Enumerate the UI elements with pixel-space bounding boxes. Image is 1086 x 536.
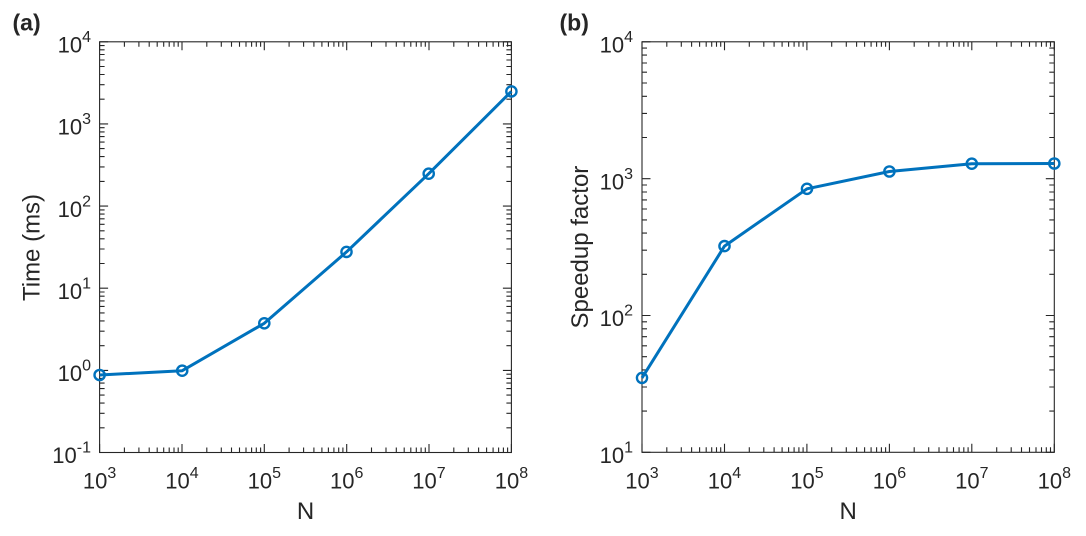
svg-text:(a): (a) bbox=[13, 10, 41, 36]
svg-text:N: N bbox=[840, 498, 857, 525]
svg-text:103: 103 bbox=[625, 465, 658, 494]
svg-text:104: 104 bbox=[58, 29, 91, 58]
svg-text:Speedup factor: Speedup factor bbox=[567, 166, 594, 329]
svg-text:N: N bbox=[297, 498, 314, 525]
svg-text:Time (ms): Time (ms) bbox=[18, 194, 45, 301]
svg-text:(b): (b) bbox=[560, 10, 589, 36]
